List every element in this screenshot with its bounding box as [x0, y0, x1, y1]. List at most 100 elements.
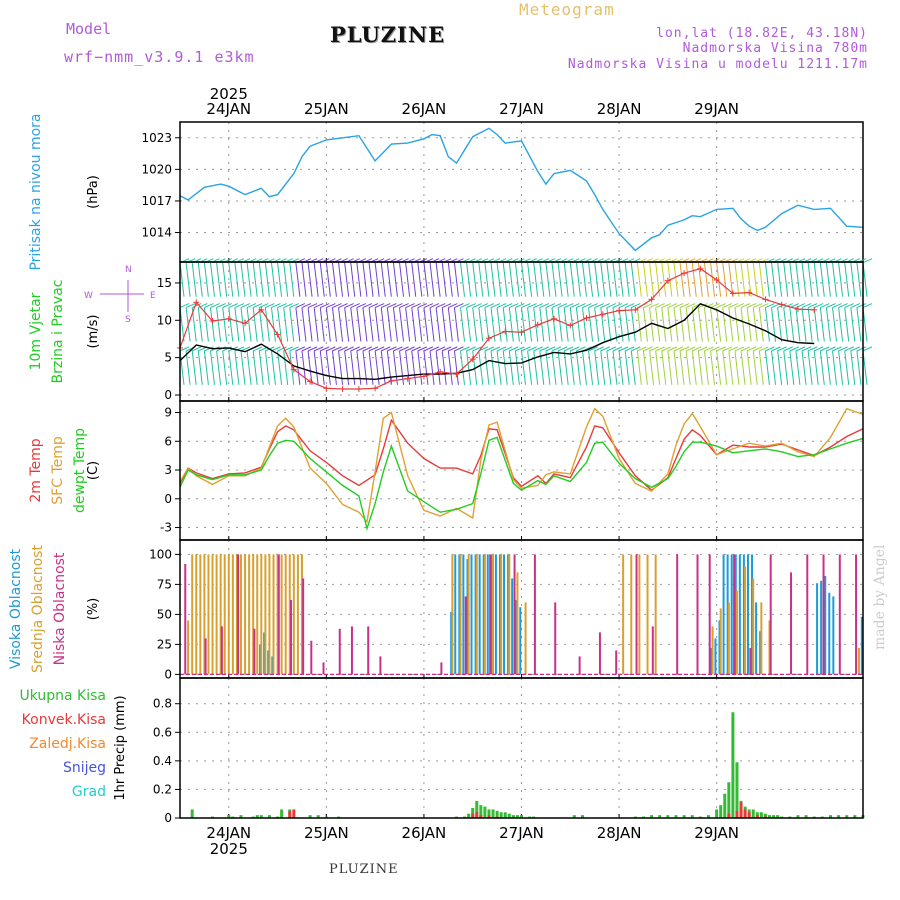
wind-barb: [777, 350, 783, 385]
wind-barb: [362, 262, 368, 297]
compass-n: N: [125, 265, 132, 275]
wind-barb: [209, 350, 215, 385]
bar-srednja: [300, 554, 303, 675]
wind-barb: [636, 307, 642, 342]
wind-barb-flag: [679, 303, 690, 308]
wind-barb: [630, 307, 636, 342]
wind-barb-flag: [295, 346, 306, 352]
bar-visoka: [828, 592, 831, 675]
wind-barb: [338, 350, 344, 385]
bar-visoka: [482, 554, 485, 675]
wind-barb: [319, 307, 325, 342]
wind-barb: [758, 307, 764, 342]
wind-barb: [752, 262, 758, 297]
wind-barb: [856, 350, 862, 385]
wind-barb: [386, 350, 392, 385]
wind-barb: [325, 307, 331, 342]
bar-ukupna-kisa: [707, 815, 711, 818]
wind-barb-flag: [472, 303, 482, 308]
wind-barb: [447, 307, 453, 342]
wind-barb-flag: [704, 303, 714, 308]
wind-barb: [844, 262, 850, 297]
wind-barb: [551, 307, 557, 342]
bar-visoka: [490, 554, 493, 675]
bar-srednja: [500, 554, 503, 675]
wind-barb: [411, 350, 417, 385]
bar-niska: [220, 626, 223, 675]
wind-barb: [240, 262, 246, 297]
wind-barb-flag: [374, 346, 385, 352]
wind-barb-flag: [387, 303, 397, 308]
bar-ukupna-kisa: [487, 809, 491, 818]
wind-barb: [368, 262, 374, 297]
bar-konvek-kisa: [743, 809, 747, 818]
wind-barb: [508, 307, 514, 342]
wind-barb: [216, 350, 222, 385]
wind-barb: [325, 262, 331, 297]
wind-barb-flag: [509, 346, 519, 352]
side-label: dewpt Temp: [72, 428, 88, 513]
wind-barb-flag: [685, 303, 696, 308]
wind-barb-flag: [759, 346, 769, 352]
wind-barb-flag: [448, 303, 458, 308]
wind-barb-flag: [844, 303, 854, 308]
wind-barb: [527, 307, 533, 342]
wind-barb: [399, 262, 405, 297]
bar-ukupna-kisa: [239, 815, 243, 818]
wind-barb-flag: [320, 346, 330, 352]
wind-barb-flag: [521, 303, 531, 308]
panel-ylabel: (m/s): [86, 315, 101, 349]
wind-barb: [697, 307, 703, 342]
wind-barb: [325, 350, 331, 385]
panel-frame: [179, 121, 864, 263]
wind-barb-flag: [576, 303, 586, 308]
wind-barb: [569, 262, 575, 297]
wind-barb: [411, 262, 417, 297]
wind-barb-flag: [313, 303, 324, 308]
bar-visoka: [755, 602, 758, 675]
wind-barb: [258, 262, 264, 297]
wind-barb-flag: [661, 346, 671, 352]
wind-barb: [777, 307, 783, 342]
wind-barb-flag: [307, 303, 318, 308]
bar-ukupna-kisa: [674, 815, 678, 818]
bar-konvek-kisa: [292, 809, 296, 818]
bar-ukupna-kisa: [828, 815, 832, 818]
wind-barb: [411, 307, 417, 342]
compass-w: W: [84, 291, 93, 301]
ytick-label: 0: [164, 492, 172, 506]
bar-srednja: [280, 554, 283, 675]
bar-visoka: [710, 648, 713, 675]
wind-barb-flag: [783, 303, 793, 308]
wind-barb-flag: [484, 346, 495, 352]
wind-barb-flag: [679, 346, 690, 352]
wind-barb-flag: [624, 303, 635, 308]
ytick-label: 1014: [141, 226, 172, 240]
wind-barb: [429, 350, 435, 385]
wind-barb: [527, 350, 533, 385]
wind-barb: [240, 350, 246, 385]
bar-srednja: [292, 554, 295, 675]
bar-srednja: [516, 572, 519, 675]
wind-barb-flag: [362, 346, 373, 352]
wind-barb: [301, 307, 307, 342]
wind-barb: [642, 307, 648, 342]
wind-barb-flag: [295, 303, 306, 308]
wind-barb-flag: [399, 346, 409, 352]
wind-barb-flag: [246, 303, 257, 308]
bar-srednja: [467, 554, 470, 675]
wind-barb-flag: [204, 346, 214, 352]
wind-barb-flag: [307, 346, 318, 352]
wind-barb-flag: [210, 303, 220, 308]
wind-barb: [521, 307, 526, 342]
ytick-label: 0.2: [153, 782, 172, 796]
wind-barb-flag: [326, 303, 336, 308]
wind-barb: [203, 262, 209, 297]
ytick-label: 25: [157, 637, 172, 651]
bar-srednja: [735, 590, 738, 675]
wind-barb: [825, 307, 831, 342]
wind-barb-flag: [405, 346, 415, 352]
bar-srednja: [276, 554, 279, 675]
wind-barb-flag: [533, 303, 543, 308]
